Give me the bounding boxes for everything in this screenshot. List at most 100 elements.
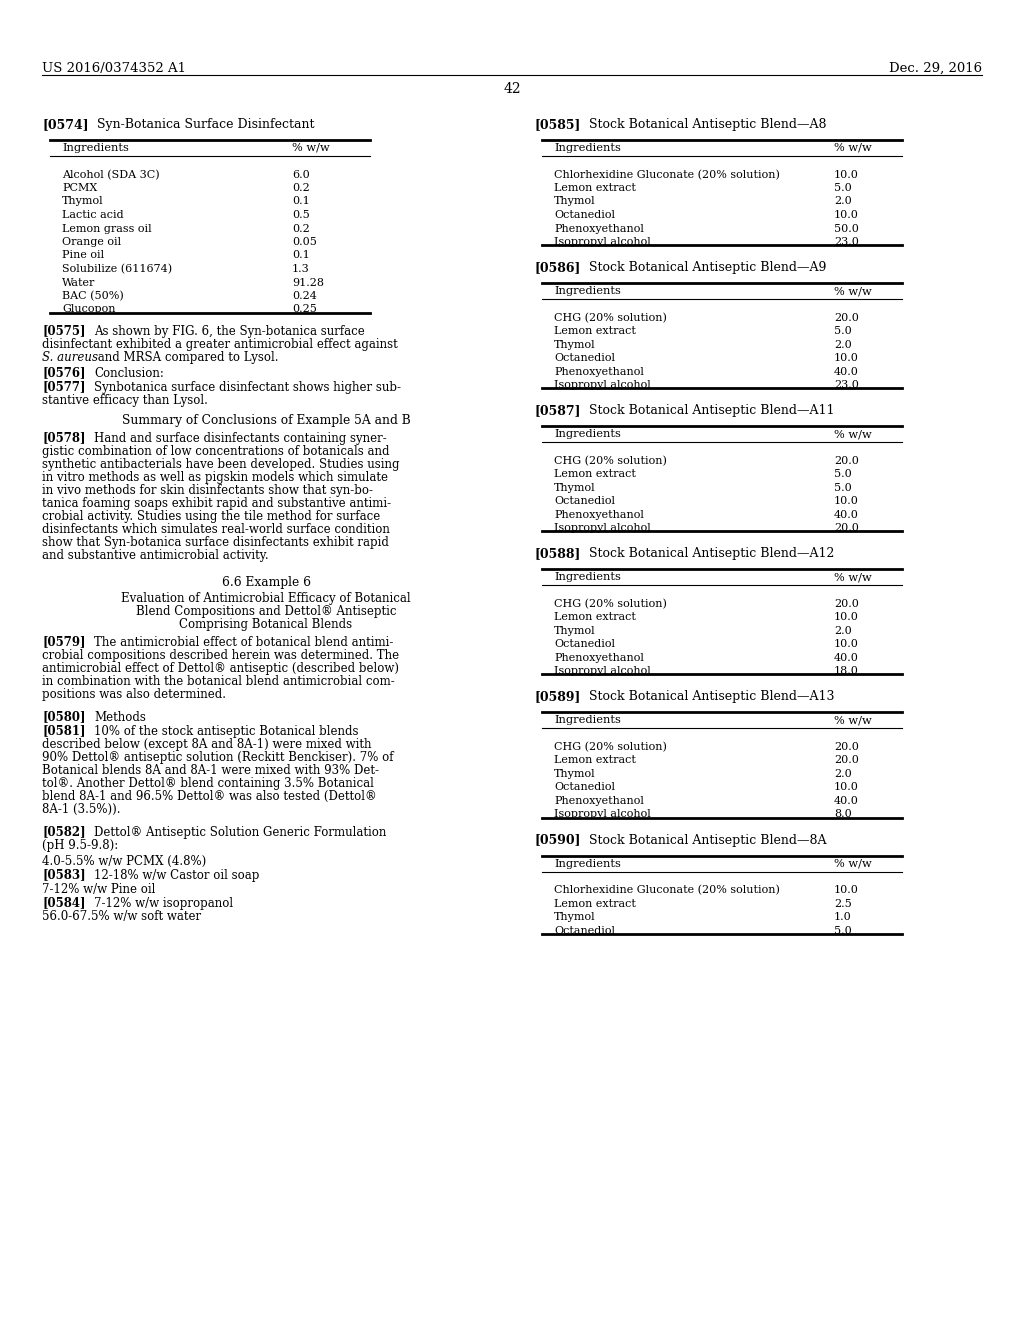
Text: Isopropyl alcohol: Isopropyl alcohol	[554, 380, 650, 391]
Text: [0580]: [0580]	[42, 710, 85, 723]
Text: % w/w: % w/w	[834, 143, 871, 153]
Text: 6.6 Example 6: 6.6 Example 6	[221, 576, 310, 589]
Text: 10.0: 10.0	[834, 639, 859, 649]
Text: Octanediol: Octanediol	[554, 925, 615, 936]
Text: 5.0: 5.0	[834, 183, 852, 193]
Text: Chlorhexidine Gluconate (20% solution): Chlorhexidine Gluconate (20% solution)	[554, 884, 780, 895]
Text: gistic combination of low concentrations of botanicals and: gistic combination of low concentrations…	[42, 445, 389, 458]
Text: Solubilize (611674): Solubilize (611674)	[62, 264, 172, 275]
Text: Pine oil: Pine oil	[62, 251, 104, 260]
Text: tol®. Another Dettol® blend containing 3.5% Botanical: tol®. Another Dettol® blend containing 3…	[42, 776, 374, 789]
Text: 5.0: 5.0	[834, 925, 852, 936]
Text: [0584]: [0584]	[42, 896, 85, 909]
Text: Evaluation of Antimicrobial Efficacy of Botanical: Evaluation of Antimicrobial Efficacy of …	[121, 591, 411, 605]
Text: Thymol: Thymol	[554, 483, 596, 492]
Text: 1.3: 1.3	[292, 264, 309, 275]
Text: Octanediol: Octanediol	[554, 639, 615, 649]
Text: S. aureus: S. aureus	[42, 351, 98, 363]
Text: positions was also determined.: positions was also determined.	[42, 688, 226, 701]
Text: Alcohol (SDA 3C): Alcohol (SDA 3C)	[62, 169, 160, 180]
Text: in vitro methods as well as pigskin models which simulate: in vitro methods as well as pigskin mode…	[42, 471, 388, 483]
Text: 10.0: 10.0	[834, 884, 859, 895]
Text: Thymol: Thymol	[554, 626, 596, 636]
Text: synthetic antibacterials have been developed. Studies using: synthetic antibacterials have been devel…	[42, 458, 399, 471]
Text: 10.0: 10.0	[834, 783, 859, 792]
Text: Octanediol: Octanediol	[554, 354, 615, 363]
Text: [0575]: [0575]	[42, 325, 85, 338]
Text: 40.0: 40.0	[834, 796, 859, 807]
Text: Ingredients: Ingredients	[554, 715, 621, 726]
Text: [0579]: [0579]	[42, 636, 85, 648]
Text: Dec. 29, 2016: Dec. 29, 2016	[889, 62, 982, 75]
Text: 40.0: 40.0	[834, 653, 859, 663]
Text: 5.0: 5.0	[834, 326, 852, 337]
Text: Phenoxyethanol: Phenoxyethanol	[554, 653, 644, 663]
Text: in combination with the botanical blend antimicrobial com-: in combination with the botanical blend …	[42, 675, 394, 688]
Text: 7-12% w/w Pine oil: 7-12% w/w Pine oil	[42, 883, 156, 895]
Text: % w/w: % w/w	[834, 286, 871, 296]
Text: disinfectants which simulates real-world surface condition: disinfectants which simulates real-world…	[42, 523, 390, 536]
Text: and MRSA compared to Lysol.: and MRSA compared to Lysol.	[94, 351, 279, 363]
Text: Hand and surface disinfectants containing syner-: Hand and surface disinfectants containin…	[94, 432, 387, 445]
Text: 0.05: 0.05	[292, 238, 316, 247]
Text: Octanediol: Octanediol	[554, 496, 615, 506]
Text: Stock Botanical Antiseptic Blend—A9: Stock Botanical Antiseptic Blend—A9	[589, 261, 826, 275]
Text: antimicrobial effect of Dettol® antiseptic (described below): antimicrobial effect of Dettol® antisept…	[42, 661, 399, 675]
Text: 10% of the stock antiseptic Botanical blends: 10% of the stock antiseptic Botanical bl…	[94, 725, 358, 738]
Text: Thymol: Thymol	[554, 768, 596, 779]
Text: Thymol: Thymol	[554, 339, 596, 350]
Text: As shown by FIG. 6, the Syn-botanica surface: As shown by FIG. 6, the Syn-botanica sur…	[94, 325, 365, 338]
Text: 0.1: 0.1	[292, 197, 309, 206]
Text: [0588]: [0588]	[534, 548, 581, 560]
Text: 0.25: 0.25	[292, 305, 316, 314]
Text: % w/w: % w/w	[834, 573, 871, 582]
Text: Lemon extract: Lemon extract	[554, 183, 636, 193]
Text: Lemon extract: Lemon extract	[554, 469, 636, 479]
Text: Stock Botanical Antiseptic Blend—A13: Stock Botanical Antiseptic Blend—A13	[589, 690, 835, 704]
Text: Methods: Methods	[94, 710, 145, 723]
Text: Lemon extract: Lemon extract	[554, 612, 636, 622]
Text: [0581]: [0581]	[42, 725, 85, 738]
Text: Thymol: Thymol	[554, 912, 596, 921]
Text: Ingredients: Ingredients	[554, 573, 621, 582]
Text: 0.5: 0.5	[292, 210, 309, 220]
Text: Isopropyl alcohol: Isopropyl alcohol	[554, 667, 650, 676]
Text: 1.0: 1.0	[834, 912, 852, 921]
Text: Ingredients: Ingredients	[554, 858, 621, 869]
Text: Synbotanica surface disinfectant shows higher sub-: Synbotanica surface disinfectant shows h…	[94, 380, 401, 393]
Text: 6.0: 6.0	[292, 169, 309, 180]
Text: Dettol® Antiseptic Solution Generic Formulation: Dettol® Antiseptic Solution Generic Form…	[94, 825, 386, 838]
Text: % w/w: % w/w	[292, 143, 330, 153]
Text: Isopropyl alcohol: Isopropyl alcohol	[554, 523, 650, 533]
Text: 0.2: 0.2	[292, 183, 309, 193]
Text: Glucopon: Glucopon	[62, 305, 116, 314]
Text: [0578]: [0578]	[42, 432, 85, 445]
Text: 56.0-67.5% w/w soft water: 56.0-67.5% w/w soft water	[42, 909, 201, 923]
Text: Phenoxyethanol: Phenoxyethanol	[554, 510, 644, 520]
Text: stantive efficacy than Lysol.: stantive efficacy than Lysol.	[42, 393, 208, 407]
Text: 20.0: 20.0	[834, 523, 859, 533]
Text: 2.5: 2.5	[834, 899, 852, 908]
Text: 23.0: 23.0	[834, 238, 859, 247]
Text: 18.0: 18.0	[834, 667, 859, 676]
Text: % w/w: % w/w	[834, 715, 871, 726]
Text: 20.0: 20.0	[834, 455, 859, 466]
Text: [0576]: [0576]	[42, 367, 85, 380]
Text: [0582]: [0582]	[42, 825, 86, 838]
Text: Comprising Botanical Blends: Comprising Botanical Blends	[179, 618, 352, 631]
Text: CHG (20% solution): CHG (20% solution)	[554, 742, 667, 752]
Text: 2.0: 2.0	[834, 197, 852, 206]
Text: 20.0: 20.0	[834, 313, 859, 322]
Text: Phenoxyethanol: Phenoxyethanol	[554, 367, 644, 376]
Text: Lemon extract: Lemon extract	[554, 755, 636, 766]
Text: BAC (50%): BAC (50%)	[62, 290, 124, 301]
Text: 2.0: 2.0	[834, 626, 852, 636]
Text: 4.0-5.5% w/w PCMX (4.8%): 4.0-5.5% w/w PCMX (4.8%)	[42, 854, 206, 867]
Text: 40.0: 40.0	[834, 367, 859, 376]
Text: 23.0: 23.0	[834, 380, 859, 391]
Text: 8.0: 8.0	[834, 809, 852, 820]
Text: Water: Water	[62, 277, 95, 288]
Text: Lactic acid: Lactic acid	[62, 210, 124, 220]
Text: Isopropyl alcohol: Isopropyl alcohol	[554, 809, 650, 820]
Text: 20.0: 20.0	[834, 742, 859, 752]
